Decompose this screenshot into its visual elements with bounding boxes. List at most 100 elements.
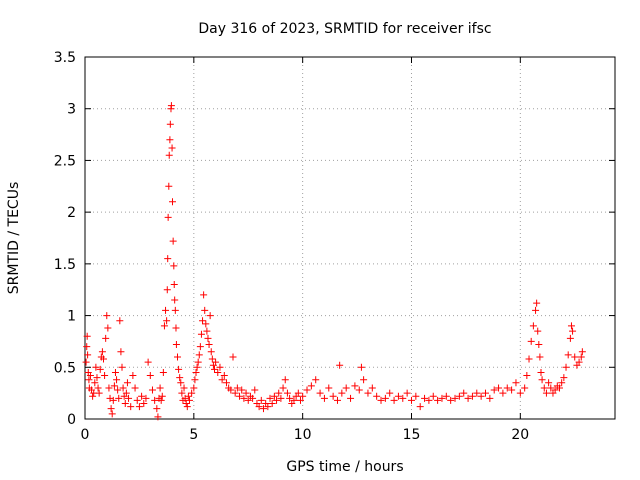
data-point (166, 120, 174, 128)
data-point (336, 361, 344, 369)
data-point (159, 368, 167, 376)
data-point (201, 306, 209, 314)
y-axis-title: SRMTID / TECUs (6, 182, 22, 295)
data-point (167, 102, 175, 110)
data-point (259, 405, 267, 413)
data-point (360, 376, 368, 384)
data-point (567, 322, 575, 330)
data-point (303, 386, 311, 394)
data-point (199, 317, 207, 325)
data-point (95, 389, 103, 397)
data-point (558, 379, 566, 387)
data-point (182, 399, 190, 407)
data-point (421, 394, 429, 402)
chart-title: Day 316 of 2023, SRMTID for receiver ifs… (198, 21, 491, 37)
data-point (251, 386, 259, 394)
data-point (98, 348, 106, 356)
data-point (164, 213, 172, 221)
data-point (82, 358, 90, 366)
data-point (85, 376, 93, 384)
y-tick-label: 2 (67, 205, 76, 221)
data-point (110, 382, 118, 390)
data-point (96, 365, 104, 373)
data-point (545, 379, 553, 387)
data-point (202, 320, 210, 328)
data-point (438, 394, 446, 402)
data-point (535, 341, 543, 349)
data-point (197, 330, 205, 338)
data-point (92, 363, 100, 371)
data-point (373, 392, 381, 400)
data-point (516, 389, 524, 397)
data-point (163, 317, 171, 325)
data-point (425, 396, 433, 404)
data-point (464, 394, 472, 402)
data-point (138, 392, 146, 400)
data-point (178, 389, 186, 397)
data-point (255, 403, 263, 411)
data-point (281, 376, 289, 384)
data-point (296, 396, 304, 404)
data-point (299, 392, 307, 400)
data-point (529, 322, 537, 330)
grid-lines (85, 57, 615, 419)
data-point (175, 365, 183, 373)
data-point (91, 379, 99, 387)
data-point (116, 317, 124, 325)
data-point (455, 392, 463, 400)
data-point (523, 372, 531, 380)
data-point (316, 389, 324, 397)
y-tick-labels: 0 0.5 1 1.5 2 2.5 3 3.5 (54, 50, 76, 428)
data-point (104, 324, 112, 332)
data-point (102, 334, 110, 342)
data-point (121, 399, 129, 407)
data-point (521, 384, 529, 392)
data-point (207, 348, 215, 356)
data-point (142, 394, 150, 402)
axis-ticks (84, 56, 615, 420)
data-point (151, 396, 159, 404)
data-point (166, 136, 174, 144)
data-point (109, 396, 117, 404)
data-point (162, 306, 170, 314)
data-point (451, 394, 459, 402)
data-point (185, 396, 193, 404)
data-point (266, 394, 274, 402)
data-point (560, 374, 568, 382)
data-point (146, 372, 154, 380)
data-point (460, 389, 468, 397)
data-point (212, 358, 220, 366)
data-point (180, 384, 188, 392)
data-point (275, 389, 283, 397)
data-point (257, 396, 265, 404)
data-point (220, 372, 228, 380)
data-point (125, 394, 133, 402)
data-point (407, 396, 415, 404)
data-point (93, 374, 101, 382)
data-point (342, 384, 350, 392)
data-point (122, 389, 130, 397)
data-point (536, 353, 544, 361)
data-point (486, 394, 494, 402)
data-point (170, 281, 178, 289)
data-point (320, 394, 328, 402)
x-tick-label: 20 (511, 427, 529, 443)
data-point (575, 358, 583, 366)
data-point (183, 403, 191, 411)
data-point (188, 389, 196, 397)
data-point (534, 327, 542, 335)
x-tick-label: 10 (294, 427, 312, 443)
x-tick-labels: 0 5 10 15 20 (81, 427, 530, 443)
data-point (338, 389, 346, 397)
data-point (569, 327, 577, 335)
data-point (216, 363, 224, 371)
data-point (307, 382, 315, 390)
data-point (168, 198, 176, 206)
data-point (566, 334, 574, 342)
data-point (347, 394, 355, 402)
data-point (89, 392, 97, 400)
data-point (547, 384, 555, 392)
data-point (377, 396, 385, 404)
data-point (208, 355, 216, 363)
